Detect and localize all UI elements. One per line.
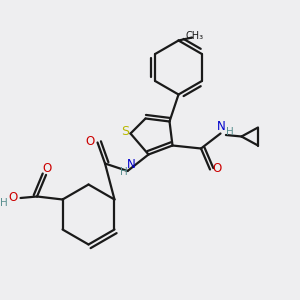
Text: H: H xyxy=(226,127,233,137)
Text: CH₃: CH₃ xyxy=(186,31,204,41)
Text: S: S xyxy=(121,125,129,138)
Text: O: O xyxy=(212,162,221,176)
Text: H: H xyxy=(120,167,128,178)
Text: N: N xyxy=(127,158,136,172)
Text: H: H xyxy=(0,198,8,208)
Text: N: N xyxy=(217,120,226,134)
Text: O: O xyxy=(8,191,18,204)
Text: O: O xyxy=(85,134,94,148)
Text: O: O xyxy=(42,162,51,175)
